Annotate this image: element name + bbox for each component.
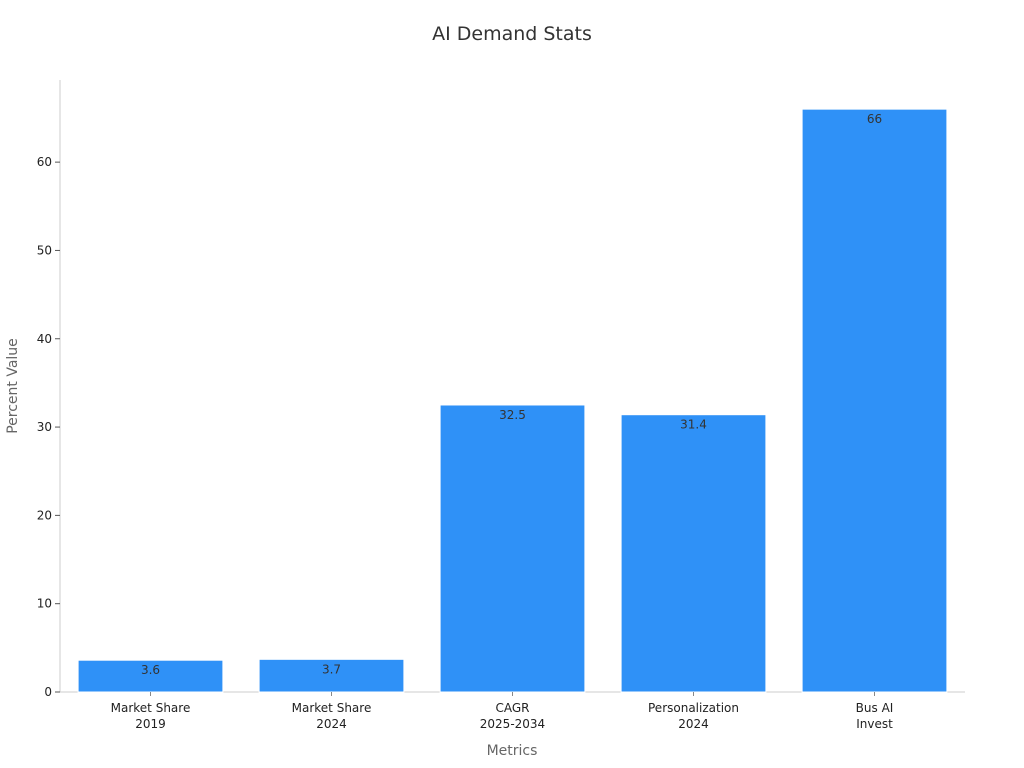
bar [801,108,948,693]
x-tick-label: CAGR [495,701,529,715]
chart-title: AI Demand Stats [432,23,592,45]
bar-data-label: 66 [867,112,882,126]
bars: 3.6 3.7 32.5 31.4 66 [77,108,948,693]
bar [620,414,767,693]
y-tick-label: 0 [44,685,52,699]
y-tick-label: 30 [37,420,52,434]
bar-data-label: 3.7 [322,662,341,676]
y-tick-label: 10 [37,597,52,611]
x-ticks: Market Share 2019 Market Share 2024 CAGR 2025… [111,692,894,731]
y-tick-label: 20 [37,508,52,522]
x-tick-label: Market Share [111,701,191,715]
y-tick-label: 50 [37,243,52,257]
x-tick-label: Bus AI [856,701,894,715]
bar-data-label: 32.5 [499,408,526,422]
x-tick-label: 2024 [316,717,347,731]
y-ticks: 0 10 20 30 40 50 60 [37,155,60,699]
x-tick-label: 2024 [678,717,709,731]
x-tick-label: 2025-2034 [480,717,545,731]
x-tick-label: Personalization [648,701,739,715]
y-tick-label: 60 [37,155,52,169]
bar [439,404,586,693]
x-axis-label: Metrics [487,743,538,759]
x-tick-label: Invest [856,717,893,731]
x-tick-label: Market Share [292,701,372,715]
x-tick-label: 2019 [135,717,166,731]
y-axis-label: Percent Value [5,338,21,434]
y-tick-label: 40 [37,332,52,346]
bar-data-label: 31.4 [680,418,707,432]
bar [77,659,224,693]
bar-data-label: 3.6 [141,663,160,677]
